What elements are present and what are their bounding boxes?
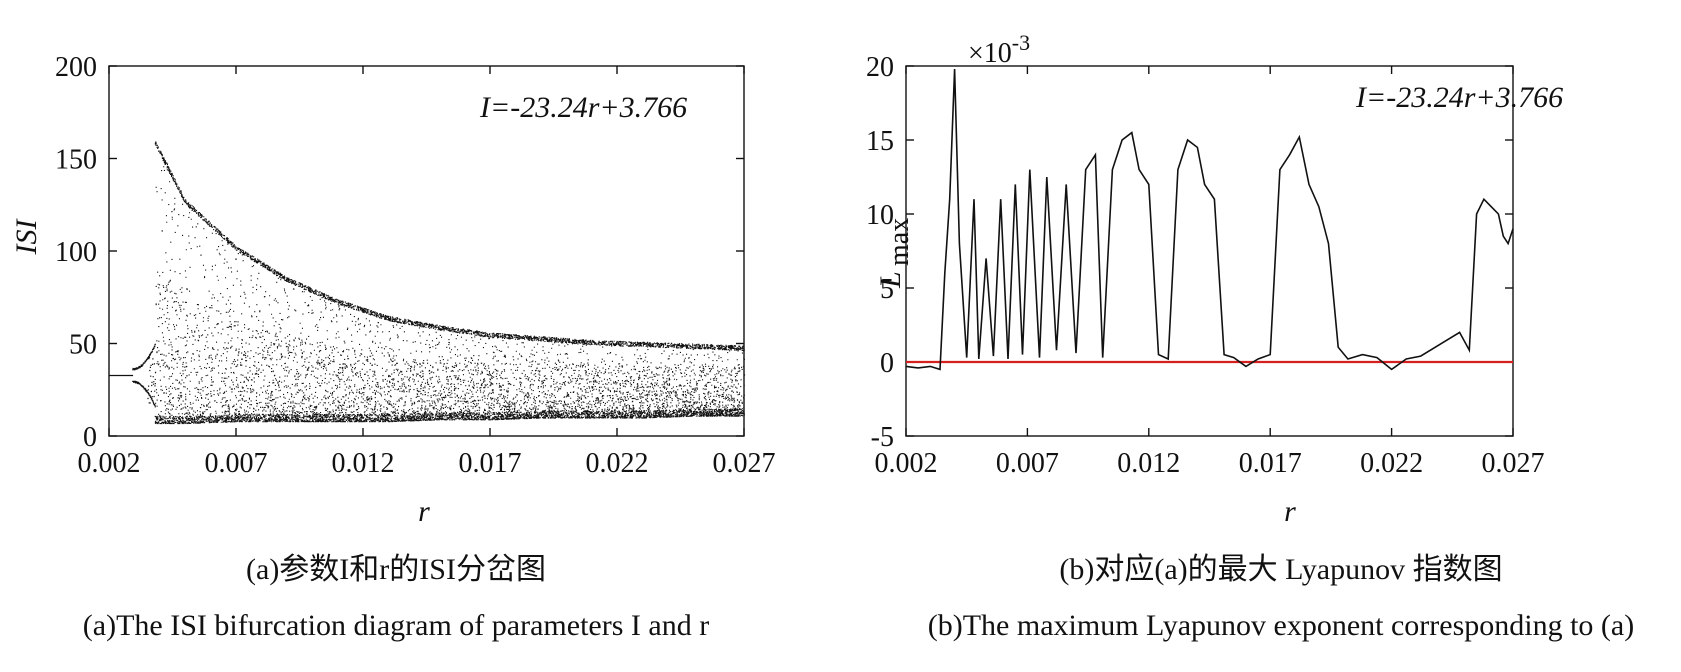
- panel-a-xtick-label: 0.002: [78, 448, 141, 479]
- panel-b-xtick-label: 0.022: [1360, 448, 1423, 479]
- exponent-base: ×10: [968, 38, 1012, 69]
- panel-a-ylabel: ISI: [10, 218, 43, 256]
- panel-b-axes: 0.002 0.007 0.012 0.017 0.022 0.027 -5 0 5 10 15 20: [866, 52, 1545, 479]
- panel-a-xtick-label: 0.012: [332, 448, 395, 479]
- panel-b-caption-cn: (b)对应(a)的最大 Lyapunov 指数图: [1059, 553, 1502, 586]
- panel-b-ytick-label: 5: [880, 274, 894, 305]
- panel-a-ytick-label: 50: [69, 330, 97, 361]
- panel-a-ytick-label: 150: [55, 145, 97, 176]
- panel-b-ylabel-sub: max: [884, 218, 915, 266]
- panel-b-lyapunov-chart: 0.002 0.007 0.012 0.017 0.022 0.027 -5 0 5 10 15 20…: [866, 30, 1634, 642]
- panel-a-bifurcation-chart: 0.002 0.007 0.012 0.017 0.022 0.027 0 50 100 150 2…: [10, 52, 776, 642]
- panel-b-ylabel-main: L: [874, 271, 907, 289]
- panel-b-xtick-label: 0.012: [1117, 448, 1180, 479]
- panel-b-plot-frame: [905, 65, 1514, 437]
- panel-a-xlabel: r: [418, 495, 430, 528]
- panel-b-xtick-label: 0.017: [1239, 448, 1302, 479]
- panel-b-equation: I=-23.24r+3.766: [1355, 81, 1563, 114]
- panel-b-caption-en: (b)The maximum Lyapunov exponent corresp…: [928, 609, 1634, 642]
- lyapunov-series-line: [905, 68, 1514, 371]
- panel-a-xtick-label: 0.007: [205, 448, 268, 479]
- isi-scatter-dots: [109, 141, 746, 425]
- panel-b-ytick-label: 15: [866, 126, 894, 157]
- panel-b-xlabel: r: [1284, 495, 1296, 528]
- panel-a-xtick-label: 0.022: [586, 448, 649, 479]
- panel-b-ytick-label: 0: [880, 348, 894, 379]
- panel-a-caption-en: (a)The ISI bifurcation diagram of parame…: [83, 609, 709, 642]
- panel-a-axes: 0.002 0.007 0.012 0.017 0.022 0.027 0 50 100 150 2…: [55, 52, 776, 479]
- panel-a-xtick-label: 0.017: [459, 448, 522, 479]
- panel-a-caption-cn: (a)参数I和r的ISI分岔图: [246, 553, 546, 586]
- isi-scatter-points: [109, 141, 746, 425]
- panel-b-xtick-label: 0.027: [1482, 448, 1545, 479]
- panel-b-ytick-label: 20: [866, 52, 894, 83]
- panel-b-xtick-label: 0.007: [996, 448, 1059, 479]
- panel-a-ytick-label: 0: [83, 422, 97, 453]
- panel-b-ylabel: L max: [874, 218, 915, 289]
- panel-a-ytick-label: 100: [55, 237, 97, 268]
- panel-b-xtick-label: 0.002: [875, 448, 938, 479]
- panel-a-ytick-label: 200: [55, 52, 97, 83]
- panel-a-xtick-label: 0.027: [713, 448, 776, 479]
- panel-b-exponent-label: ×10-3: [968, 30, 1030, 69]
- panel-b-ytick-label: 10: [866, 200, 894, 231]
- panel-b-ytick-label: -5: [871, 422, 894, 453]
- panel-a-equation: I=-23.24r+3.766: [479, 91, 687, 124]
- exponent-power: -3: [1012, 30, 1030, 55]
